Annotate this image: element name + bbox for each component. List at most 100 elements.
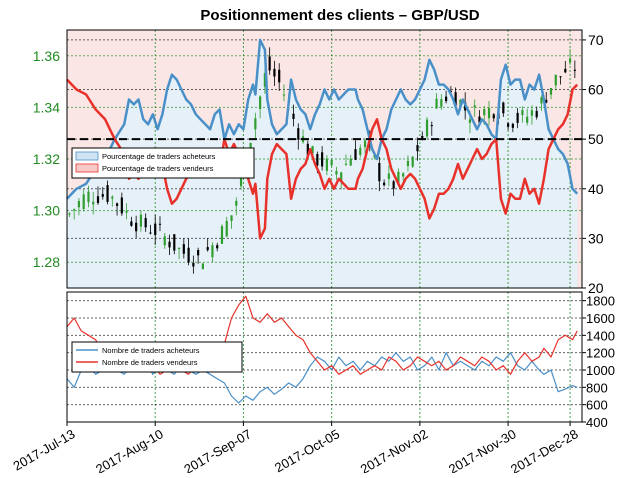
right-tick-label: 30	[588, 230, 604, 246]
candle-body	[349, 158, 352, 166]
candle-body	[111, 196, 114, 199]
candle-body	[149, 232, 152, 234]
bottom-plot-frame	[66, 291, 583, 423]
candle-body	[564, 68, 567, 73]
candle-body	[73, 209, 76, 211]
candle-body	[340, 172, 343, 182]
candle-body	[483, 109, 486, 116]
candle-body	[359, 147, 362, 155]
candle-body	[239, 173, 243, 187]
candle-body	[230, 215, 233, 221]
candle-body	[325, 158, 328, 171]
right-tick-label: 20	[588, 280, 604, 296]
candle-body	[211, 245, 214, 258]
left-tick-label: 1.32	[33, 151, 60, 167]
candle-body	[201, 263, 205, 270]
right-tick-label: 70	[588, 32, 604, 48]
bottom-right-axis: 400 600 800 1000 1200 1400 1600 1800	[582, 294, 615, 430]
candle-body	[282, 94, 286, 96]
candle-body	[549, 88, 553, 95]
candle-body	[259, 96, 262, 110]
top-plot-frame	[66, 29, 583, 289]
candle-body	[106, 185, 109, 202]
top-series-lines	[66, 38, 579, 240]
candle-body	[435, 98, 438, 109]
candle-body	[139, 214, 143, 227]
candle-body	[378, 162, 381, 182]
candle-body	[535, 110, 538, 118]
candle-body	[220, 226, 224, 244]
candle-body	[516, 112, 519, 123]
top-legend-label: Pourcentage de traders vendeurs	[102, 164, 214, 173]
candle-body	[115, 203, 119, 206]
candle-body	[144, 218, 147, 228]
right-tick-label: 50	[588, 131, 604, 147]
candle-body	[158, 223, 162, 225]
candle-body	[502, 102, 505, 114]
candle-body	[154, 223, 157, 235]
bottom-tick-label: 1800	[586, 294, 615, 309]
top-legend-swatch	[75, 163, 99, 173]
candle-body	[330, 159, 333, 166]
candle-body	[344, 163, 348, 165]
candle-body	[559, 76, 562, 78]
candle-body	[306, 143, 309, 156]
candle-body	[573, 69, 576, 71]
candle-body	[273, 68, 276, 77]
candle-body	[383, 182, 386, 186]
candle-body	[92, 201, 95, 205]
bottom-tick-label: 1600	[586, 311, 615, 326]
candle-body	[416, 145, 419, 152]
candle-body	[187, 247, 190, 263]
left-tick-label: 1.30	[33, 203, 60, 219]
right-tick-label: 40	[588, 181, 604, 197]
candle-body	[454, 92, 457, 106]
candle-body	[216, 245, 219, 249]
top-legend-box	[71, 147, 255, 179]
top-panel: 1.28 1.30 1.32 1.34 1.36 20 30 40 50 60 70 Pource…	[33, 29, 604, 296]
candle-body	[87, 191, 90, 203]
candle-body	[568, 58, 572, 63]
candle-body	[473, 105, 476, 108]
candle-body	[387, 173, 390, 179]
candle-body	[440, 99, 443, 107]
candle-body	[526, 116, 529, 123]
candle-body	[82, 194, 85, 210]
left-tick-label: 1.34	[33, 99, 60, 115]
candle-body	[511, 123, 514, 128]
candle-body	[125, 211, 128, 213]
candle-body	[321, 152, 324, 167]
candle-body	[397, 171, 400, 183]
candle-body	[492, 114, 495, 119]
top-legend: Pourcentage de traders acheteurs Pourcent…	[71, 147, 255, 179]
candle-body	[263, 73, 266, 87]
candle-body	[101, 194, 104, 197]
bottom-legend-label: Nombre de traders acheteurs	[102, 346, 200, 355]
candle-body	[540, 97, 543, 104]
candle-body	[177, 248, 181, 250]
seller-percentage-line	[66, 78, 579, 240]
buyer-count-line	[66, 352, 578, 404]
candle-body	[182, 244, 185, 254]
candle-body	[406, 160, 410, 167]
bottom-panel: 400 600 800 1000 1200 1400 1600 1800 Nombre de …	[66, 291, 615, 430]
chart-title: Positionnement des clients – GBP/USD	[200, 7, 479, 24]
candle-body	[163, 236, 166, 246]
left-tick-label: 1.28	[33, 254, 60, 270]
candle-body	[487, 108, 491, 119]
candle-body	[554, 74, 557, 86]
bottom-tick-label: 600	[586, 398, 608, 413]
bottom-tick-label: 1000	[586, 363, 615, 378]
candle-body	[77, 201, 81, 208]
top-right-axis: 20 30 40 50 60 70	[582, 32, 604, 296]
candle-body	[292, 113, 295, 119]
candle-body	[506, 123, 510, 127]
candle-body	[297, 128, 300, 140]
candle-body	[120, 197, 123, 214]
bottom-tick-label: 400	[586, 415, 608, 430]
candle-body	[444, 96, 448, 102]
candle-body	[430, 125, 433, 127]
bottom-tick-label: 1200	[586, 346, 615, 361]
